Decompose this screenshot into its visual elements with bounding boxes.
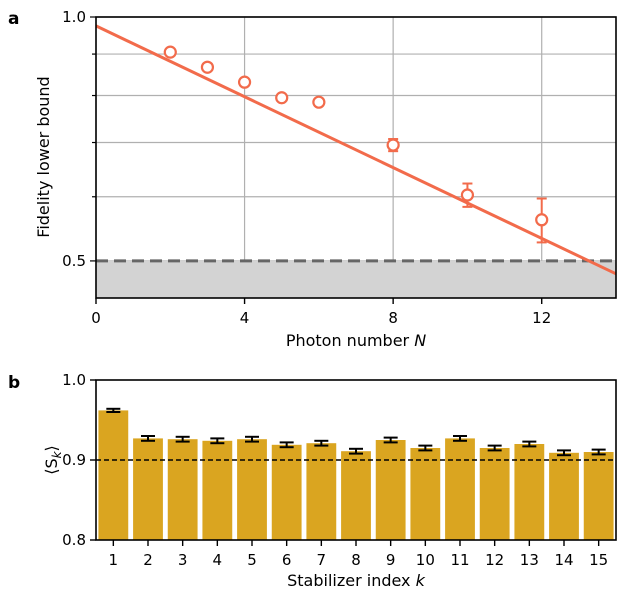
panel-b-xtick-label-11: 11 xyxy=(450,551,469,569)
panel-a-shade-group xyxy=(96,260,616,298)
panel-b-bar-3 xyxy=(167,439,198,540)
panel-a-point-0 xyxy=(163,45,177,59)
panel-b-ytick-label-2: 1.0 xyxy=(62,371,86,389)
panel-a-point-4 xyxy=(312,95,326,109)
panel-a-chart: 0 4 8 12 0.5 1.0 Photon number N Fidelity low… xyxy=(34,8,617,350)
panel-a-xtick-label-1: 4 xyxy=(240,309,250,327)
panel-b-bar-2 xyxy=(133,438,163,540)
panel-b-error-bars xyxy=(106,407,606,457)
panel-b-xtick-label-4: 4 xyxy=(213,551,223,569)
panel-b-ylabel-close: ⟩ xyxy=(42,445,61,451)
panel-b-bar-15 xyxy=(583,452,614,540)
panel-b-chart: 1 2 3 4 5 6 7 8 9 10 11 12 13 14 150.80.91.0 Stabilize… xyxy=(42,371,617,590)
panel-b-xlabel: Stabilizer index k xyxy=(287,571,426,590)
panel-b-xtick-label-1: 1 xyxy=(109,551,119,569)
panel-b-ytick-label-1: 0.9 xyxy=(62,451,86,469)
panel-b-bar-7 xyxy=(306,443,337,540)
panel-b-xtick-label-5: 5 xyxy=(247,551,257,569)
panel-a-frame xyxy=(95,16,617,299)
panel-b-ticks: 1 2 3 4 5 6 7 8 9 10 11 12 13 14 150.80.91.0 xyxy=(62,371,608,569)
panel-label-b: b xyxy=(8,373,20,393)
panel-a-xlabel-text: Photon number xyxy=(286,331,410,350)
panel-b-ytick-label-0: 0.8 xyxy=(62,531,86,549)
panel-a-fit-line xyxy=(95,24,617,276)
panel-a-xtick-label-0: 0 xyxy=(91,309,101,327)
panel-b-bar-13 xyxy=(514,444,545,540)
panel-b-bar-14 xyxy=(549,452,579,540)
panel-b-xtick-label-8: 8 xyxy=(351,551,361,569)
panel-a-point-2 xyxy=(237,75,252,89)
panel-a-ytick-label-1: 1.0 xyxy=(62,8,86,26)
panel-b-ylabel-sub: k xyxy=(50,450,64,458)
panel-a-point-3 xyxy=(275,91,289,105)
panel-b-bar-12 xyxy=(479,448,510,540)
panel-b-xtick-label-14: 14 xyxy=(554,551,573,569)
panel-b-ylabel-open: ⟨S xyxy=(42,458,61,474)
panel-a-xtick-label-3: 12 xyxy=(532,309,551,327)
panel-b-xlabel-var: k xyxy=(416,571,426,590)
panel-b-xtick-label-6: 6 xyxy=(282,551,292,569)
panel-b-xtick-label-7: 7 xyxy=(317,551,327,569)
panel-b-xtick-label-13: 13 xyxy=(520,551,539,569)
panel-b-bar-10 xyxy=(410,448,441,540)
panel-a-xlabel: Photon number N xyxy=(286,331,426,350)
panel-a-ticks: 0 4 8 12 0.5 1.0 xyxy=(62,8,551,327)
panel-a-fit-group xyxy=(95,24,617,276)
panel-b-bar-11 xyxy=(445,438,475,540)
panel-a-grid xyxy=(95,16,616,298)
panel-a-ylabel: Fidelity lower bound xyxy=(34,76,53,237)
panel-b-bar-8 xyxy=(341,451,371,540)
panel-a-point-1 xyxy=(200,60,215,74)
panel-a-axes xyxy=(95,16,617,299)
panel-b-xlabel-text: Stabilizer index xyxy=(287,571,410,590)
panel-b-xtick-label-2: 2 xyxy=(143,551,153,569)
panel-b-xtick-label-9: 9 xyxy=(386,551,396,569)
panel-b-bar-5 xyxy=(237,439,267,540)
panel-a-point-5 xyxy=(386,138,400,152)
panel-b-bar-6 xyxy=(271,444,302,540)
panel-b-ylabel: ⟨Sk⟩ xyxy=(42,445,64,475)
panel-a-point-6 xyxy=(460,188,475,202)
panel-b-bars xyxy=(98,410,614,540)
panel-b-xtick-label-15: 15 xyxy=(589,551,608,569)
panel-a-point-7 xyxy=(535,213,549,227)
panel-b-bar-9 xyxy=(375,440,406,540)
panel-a-xlabel-var: N xyxy=(414,331,426,350)
panel-b-xtick-label-3: 3 xyxy=(178,551,188,569)
panel-b-xtick-label-12: 12 xyxy=(485,551,504,569)
panel-label-a: a xyxy=(8,9,19,29)
panel-b-xtick-label-10: 10 xyxy=(416,551,435,569)
panel-a-xtick-label-2: 8 xyxy=(388,309,398,327)
panel-b-bar-4 xyxy=(202,440,233,540)
panel-a-shaded-region xyxy=(96,260,616,298)
panel-a-points xyxy=(163,45,549,244)
panel-a-ytick-label-0: 0.5 xyxy=(62,252,86,270)
panel-b-bar-1 xyxy=(98,410,129,540)
